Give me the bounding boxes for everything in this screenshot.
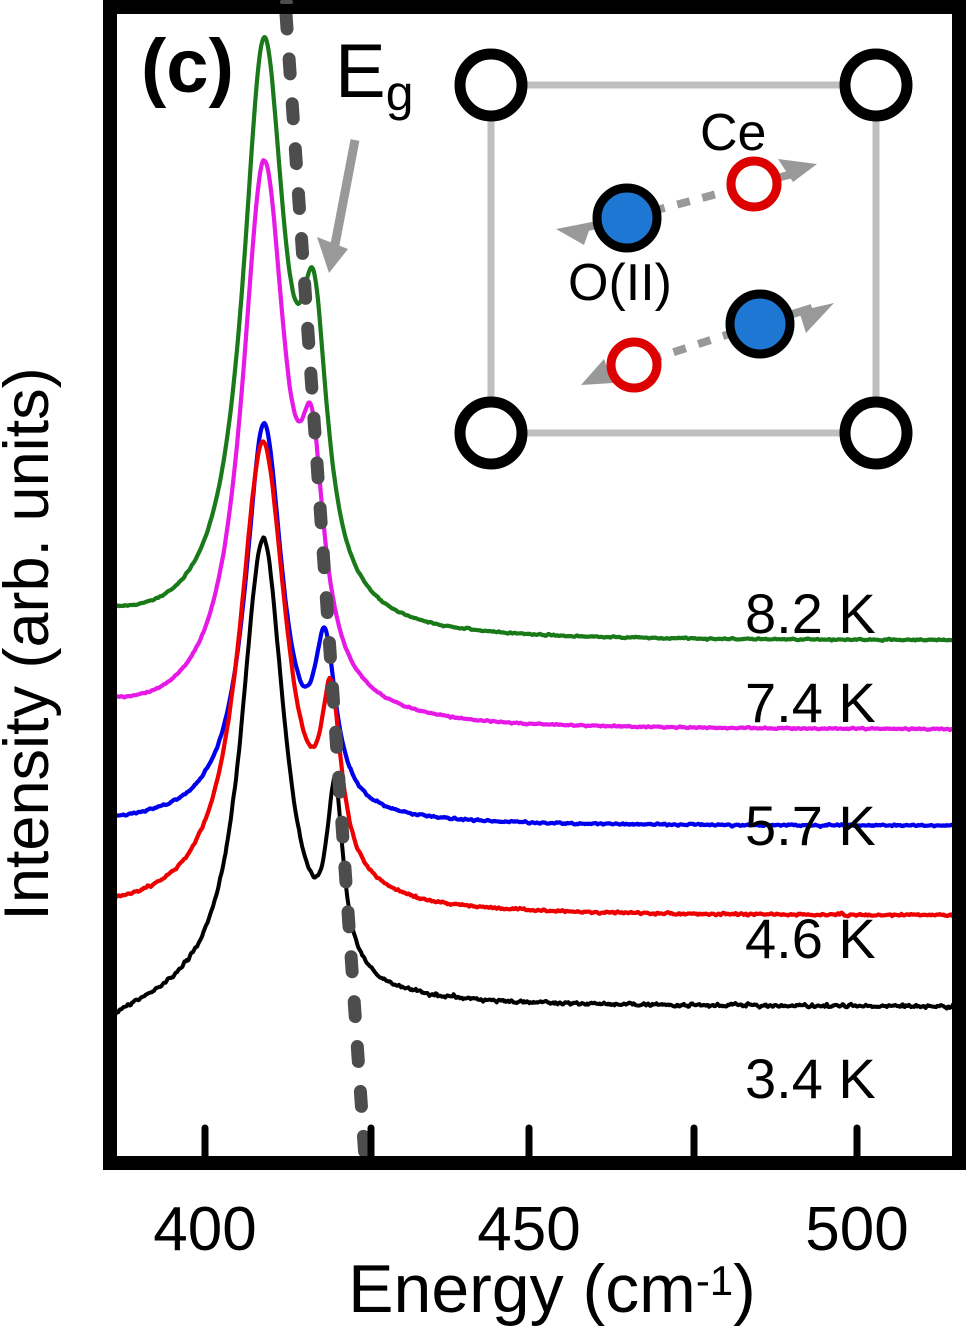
svg-text:4.6 K: 4.6 K xyxy=(745,907,876,970)
svg-text:Energy (cm-1): Energy (cm-1) xyxy=(348,1251,756,1327)
svg-text:400: 400 xyxy=(153,1195,256,1264)
svg-text:O(II): O(II) xyxy=(568,254,672,312)
svg-text:3.4 K: 3.4 K xyxy=(745,1047,876,1110)
svg-text:Eg: Eg xyxy=(335,29,414,121)
svg-text:Intensity (arb. units): Intensity (arb. units) xyxy=(0,367,62,920)
svg-text:5.7 K: 5.7 K xyxy=(745,794,876,857)
svg-text:500: 500 xyxy=(805,1195,908,1264)
svg-text:8.2 K: 8.2 K xyxy=(745,582,876,645)
svg-text:(c): (c) xyxy=(141,24,234,109)
svg-text:Ce: Ce xyxy=(700,104,766,162)
svg-text:7.4 K: 7.4 K xyxy=(745,671,876,734)
